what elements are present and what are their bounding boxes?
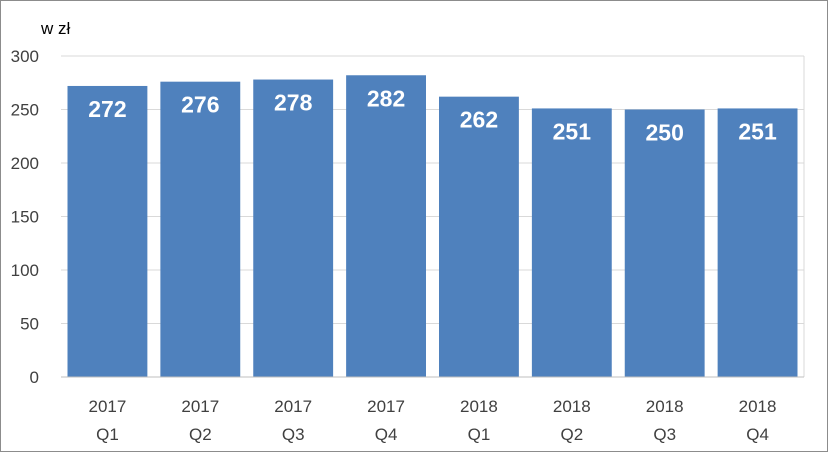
bar — [717, 108, 798, 378]
data-label: 278 — [274, 90, 313, 116]
value-labels: 272 276 278 282 262 251 250 251 — [88, 85, 777, 145]
y-axis-ticks: 0 50 100 150 200 250 300 — [11, 47, 39, 387]
x-axis: 2017 Q1 2017 Q2 2017 Q3 2017 Q4 2018 Q1 2018 Q2 2018… — [61, 376, 804, 444]
bars — [67, 75, 798, 378]
data-label: 272 — [88, 96, 126, 122]
x-tick-label-year: 2018 — [553, 397, 591, 416]
bar — [253, 79, 334, 377]
bar — [531, 108, 612, 378]
data-label: 251 — [553, 118, 592, 144]
data-label: 250 — [646, 120, 684, 146]
y-tick-label: 200 — [11, 154, 39, 173]
x-tick-label-quarter: Q2 — [560, 425, 583, 444]
bar — [160, 81, 241, 378]
bar — [67, 85, 148, 378]
x-tick-label-quarter: Q1 — [468, 425, 491, 444]
y-tick-label: 50 — [20, 315, 39, 334]
y-tick-label: 150 — [11, 208, 39, 227]
x-tick-label-year: 2017 — [89, 397, 127, 416]
x-tick-label-year: 2017 — [367, 397, 405, 416]
y-tick-label: 0 — [30, 368, 39, 387]
x-tick-label-quarter: Q1 — [96, 425, 119, 444]
x-tick-label-quarter: Q3 — [282, 425, 305, 444]
x-tick-label-quarter: Q4 — [746, 425, 769, 444]
bar — [346, 75, 426, 377]
x-tick-label-quarter: Q3 — [653, 425, 676, 444]
y-tick-label: 100 — [11, 261, 39, 280]
bar — [624, 109, 705, 377]
x-tick-label-quarter: Q4 — [375, 425, 398, 444]
data-label: 262 — [460, 107, 498, 133]
data-label: 251 — [738, 118, 777, 144]
x-tick-label-year: 2018 — [646, 397, 684, 416]
bar — [439, 96, 519, 377]
data-label: 282 — [367, 85, 405, 111]
x-tick-label-year: 2018 — [739, 397, 777, 416]
y-tick-label: 250 — [11, 101, 39, 120]
x-tick-label-year: 2017 — [181, 397, 219, 416]
unit-label: w zł — [40, 19, 71, 38]
y-tick-label: 300 — [11, 47, 39, 66]
x-tick-label-year: 2018 — [460, 397, 498, 416]
x-tick-label-quarter: Q2 — [189, 425, 212, 444]
x-tick-label-year: 2017 — [274, 397, 312, 416]
data-label: 276 — [181, 92, 219, 118]
